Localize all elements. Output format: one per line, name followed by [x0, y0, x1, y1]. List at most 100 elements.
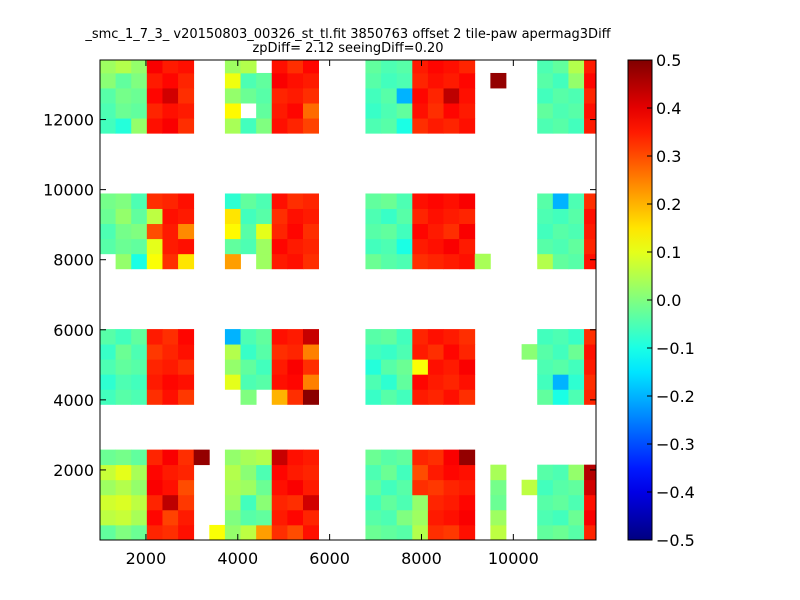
heatmap-cell [100, 329, 117, 345]
heatmap-cell [100, 479, 117, 496]
heatmap-cell [521, 344, 538, 360]
heatmap-cell [381, 223, 398, 240]
heatmap-cell [287, 524, 304, 541]
heatmap-cell [381, 253, 398, 270]
heatmap-cell [412, 208, 429, 225]
heatmap-cell [365, 60, 382, 74]
heatmap-cell [552, 329, 569, 345]
heatmap-cell [271, 389, 288, 405]
heatmap-cell [568, 88, 585, 104]
heatmap-cell [396, 494, 413, 511]
heatmap-cell [271, 344, 288, 360]
heatmap-cell [459, 524, 476, 541]
heatmap-cell [240, 374, 257, 390]
heatmap-cell [459, 253, 476, 270]
heatmap-cell [552, 208, 569, 225]
heatmap-cell [443, 193, 460, 209]
heatmap-cell [459, 118, 476, 134]
heatmap-cell [381, 359, 398, 375]
heatmap-cell [131, 344, 148, 360]
colorbar-tick-label: −0.4 [656, 483, 695, 502]
heatmap-cell [490, 479, 507, 496]
heatmap-cell [178, 389, 195, 405]
heatmap-cell [459, 359, 476, 375]
chart-subtitle: zpDiff= 2.12 seeingDiff=0.20 [252, 41, 443, 56]
heatmap-cell [115, 464, 132, 481]
heatmap-cell [287, 223, 304, 240]
heatmap-cell [287, 494, 304, 511]
heatmap-cell [412, 359, 429, 375]
heatmap-cell [302, 494, 319, 511]
heatmap-cell [178, 223, 195, 240]
heatmap-cell [131, 374, 148, 390]
heatmap-cell [427, 449, 444, 466]
heatmap-cell [365, 88, 382, 104]
heatmap-cell [115, 223, 132, 240]
heatmap-cell [209, 524, 226, 541]
y-axis: 2000 4000 6000 8000 10000 12000 [43, 111, 596, 480]
heatmap-cell [302, 208, 319, 225]
heatmap-cell [568, 344, 585, 360]
heatmap-cell [459, 479, 476, 496]
heatmap-cell [459, 344, 476, 360]
heatmap-cell [131, 509, 148, 526]
heatmap-cell [146, 60, 163, 74]
heatmap-cell [240, 494, 257, 511]
heatmap-cell [178, 449, 195, 466]
heatmap-cell [146, 464, 163, 481]
heatmap-cell [302, 238, 319, 255]
heatmap-cell [443, 479, 460, 496]
heatmap-cell [240, 208, 257, 225]
heatmap-cell [146, 359, 163, 375]
heatmap-cell [381, 88, 398, 104]
heatmap-cell [240, 389, 257, 405]
heatmap-cell [443, 389, 460, 405]
heatmap-cell [256, 494, 273, 511]
heatmap-cell [459, 103, 476, 119]
heatmap-cell [240, 449, 257, 466]
heatmap-cell [584, 464, 597, 481]
heatmap-cell [396, 238, 413, 255]
heatmap-cell [100, 103, 117, 119]
heatmap-cell [115, 60, 132, 74]
y-tick-label: 6000 [53, 321, 94, 340]
heatmap-cell [224, 464, 241, 481]
heatmap-cell [146, 374, 163, 390]
colorbar-tick-label: 0.0 [656, 291, 681, 310]
heatmap-cell [146, 103, 163, 119]
heatmap-cell [178, 464, 195, 481]
heatmap-cell [427, 88, 444, 104]
heatmap-cell [427, 60, 444, 74]
heatmap-cell [459, 374, 476, 390]
heatmap-cell [443, 449, 460, 466]
heatmap-cell [427, 223, 444, 240]
heatmap-cell [584, 208, 597, 225]
heatmap-cell [146, 509, 163, 526]
heatmap-cell [568, 72, 585, 89]
heatmap-cell [552, 359, 569, 375]
heatmap-cell [256, 253, 273, 270]
heatmap-cell [584, 344, 597, 360]
heatmap-cell [287, 479, 304, 496]
heatmap-cell [552, 72, 569, 89]
heatmap-cell [365, 118, 382, 134]
heatmap-cell [584, 193, 597, 209]
heatmap-cell [412, 60, 429, 74]
chart-title: _smc_1_7_3_ v20150803_00326_st_tl.fit 38… [84, 27, 611, 42]
heatmap-cell [584, 374, 597, 390]
heatmap-cell [584, 509, 597, 526]
heatmap-cell [271, 449, 288, 466]
heatmap-cell [256, 374, 273, 390]
heatmap-cell [427, 208, 444, 225]
heatmap-cell [381, 208, 398, 225]
heatmap-cell [396, 193, 413, 209]
heatmap-cell [459, 449, 476, 466]
x-tick-label: 4000 [217, 549, 258, 568]
heatmap-cell [490, 72, 507, 89]
heatmap-cell [521, 479, 538, 496]
heatmap-cell [240, 88, 257, 104]
heatmap-cell [459, 72, 476, 89]
heatmap-cell [146, 344, 163, 360]
heatmap-cell [146, 449, 163, 466]
heatmap-cell [584, 72, 597, 89]
